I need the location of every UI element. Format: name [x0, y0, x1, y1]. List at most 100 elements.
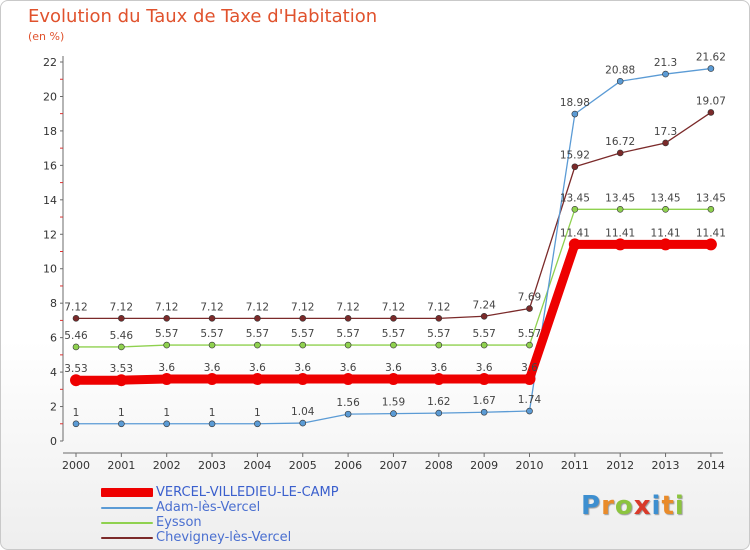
data-label: 15.92 [560, 150, 590, 162]
x-tick-label: 2002 [153, 459, 181, 472]
data-point [72, 420, 80, 428]
data-label: 7.12 [427, 301, 450, 313]
x-tick-label: 2001 [107, 459, 135, 472]
data-label: 13.45 [651, 192, 681, 204]
data-point [707, 65, 715, 72]
data-point [160, 372, 173, 385]
data-point [432, 372, 445, 385]
data-point [299, 315, 307, 322]
data-point [208, 341, 216, 349]
data-point [208, 315, 216, 322]
legend-swatch [101, 488, 153, 497]
legend-swatch [101, 522, 153, 524]
x-tick-label: 2013 [652, 459, 680, 472]
data-point [344, 315, 352, 322]
y-tick-label: 12 [43, 228, 57, 241]
data-point [659, 238, 672, 251]
data-point [480, 341, 488, 349]
data-point [118, 343, 125, 351]
data-label: 5.57 [382, 328, 405, 340]
data-point [480, 408, 488, 416]
data-label: 7.12 [291, 301, 314, 313]
data-point [614, 238, 627, 251]
data-point [435, 409, 443, 417]
data-point [254, 341, 261, 349]
data-point [571, 163, 579, 171]
logo-letter: r [601, 491, 615, 521]
data-label: 1 [118, 407, 125, 419]
x-tick-label: 2004 [243, 459, 271, 472]
data-point [662, 205, 669, 213]
data-point [344, 410, 352, 418]
data-label: 13.45 [560, 192, 590, 204]
data-label: 3.6 [158, 362, 175, 374]
data-point [208, 420, 216, 428]
data-point [390, 341, 397, 349]
data-label: 7.12 [64, 301, 87, 313]
y-tick-label: 10 [43, 263, 57, 276]
data-label: 21.62 [696, 52, 726, 64]
data-label: 1.56 [336, 397, 360, 409]
logo-letter: x [633, 491, 652, 521]
data-point [480, 312, 488, 320]
data-label: 7.12 [246, 301, 269, 313]
logo-letter: i [674, 491, 685, 521]
legend-swatch [101, 507, 153, 509]
data-label: 7.69 [518, 292, 541, 304]
x-tick-label: 2003 [198, 459, 226, 472]
x-tick-label: 2005 [289, 459, 317, 472]
data-label: 3.53 [64, 363, 87, 375]
x-tick-label: 2008 [425, 459, 453, 472]
data-point [72, 315, 80, 322]
data-point [704, 238, 717, 251]
y-tick-label: 4 [50, 366, 57, 379]
data-label: 7.12 [336, 301, 359, 313]
data-point [568, 238, 581, 251]
data-label: 1.59 [382, 397, 405, 409]
data-point [163, 315, 170, 322]
y-tick-label: 18 [43, 125, 57, 138]
data-label: 5.46 [110, 330, 134, 342]
x-tick-label: 2012 [606, 459, 634, 472]
x-tick-label: 2000 [62, 459, 90, 472]
data-point [206, 372, 219, 385]
data-label: 17.3 [654, 126, 677, 138]
y-tick-label: 16 [43, 159, 57, 172]
x-tick-label: 2011 [561, 459, 589, 472]
data-label: 13.45 [605, 192, 635, 204]
data-label: 7.12 [155, 301, 178, 313]
data-label: 5.57 [200, 328, 223, 340]
data-point [707, 109, 715, 116]
data-label: 3.6 [385, 362, 402, 374]
data-point [387, 372, 400, 385]
data-point [435, 341, 443, 349]
data-label: 18.98 [560, 97, 590, 109]
data-point [299, 341, 307, 349]
data-point [72, 343, 80, 351]
data-label: 5.57 [246, 328, 269, 340]
y-axis-unit: (en %) [28, 30, 65, 43]
data-label: 3.6 [430, 362, 447, 374]
data-label: 11.41 [651, 227, 681, 239]
data-point [299, 419, 307, 427]
data-label: 7.12 [382, 301, 405, 313]
logo-letter: o [614, 491, 634, 521]
data-label: 3.53 [110, 363, 133, 375]
data-label: 5.57 [291, 328, 314, 340]
legend-label: Adam-lès-Vercel [156, 500, 261, 515]
y-tick-label: 8 [50, 297, 57, 310]
data-point [342, 372, 355, 385]
data-label: 11.41 [696, 227, 726, 239]
data-point [254, 420, 261, 428]
data-label: 1 [163, 407, 170, 419]
data-point [70, 374, 82, 387]
data-point [435, 315, 443, 322]
x-tick-label: 2014 [697, 459, 725, 472]
logo-letter: i [651, 491, 662, 521]
data-label: 5.57 [336, 328, 359, 340]
y-tick-label: 6 [50, 332, 57, 345]
y-tick-label: 22 [43, 56, 57, 69]
data-label: 21.3 [654, 57, 677, 69]
data-point [296, 372, 309, 385]
